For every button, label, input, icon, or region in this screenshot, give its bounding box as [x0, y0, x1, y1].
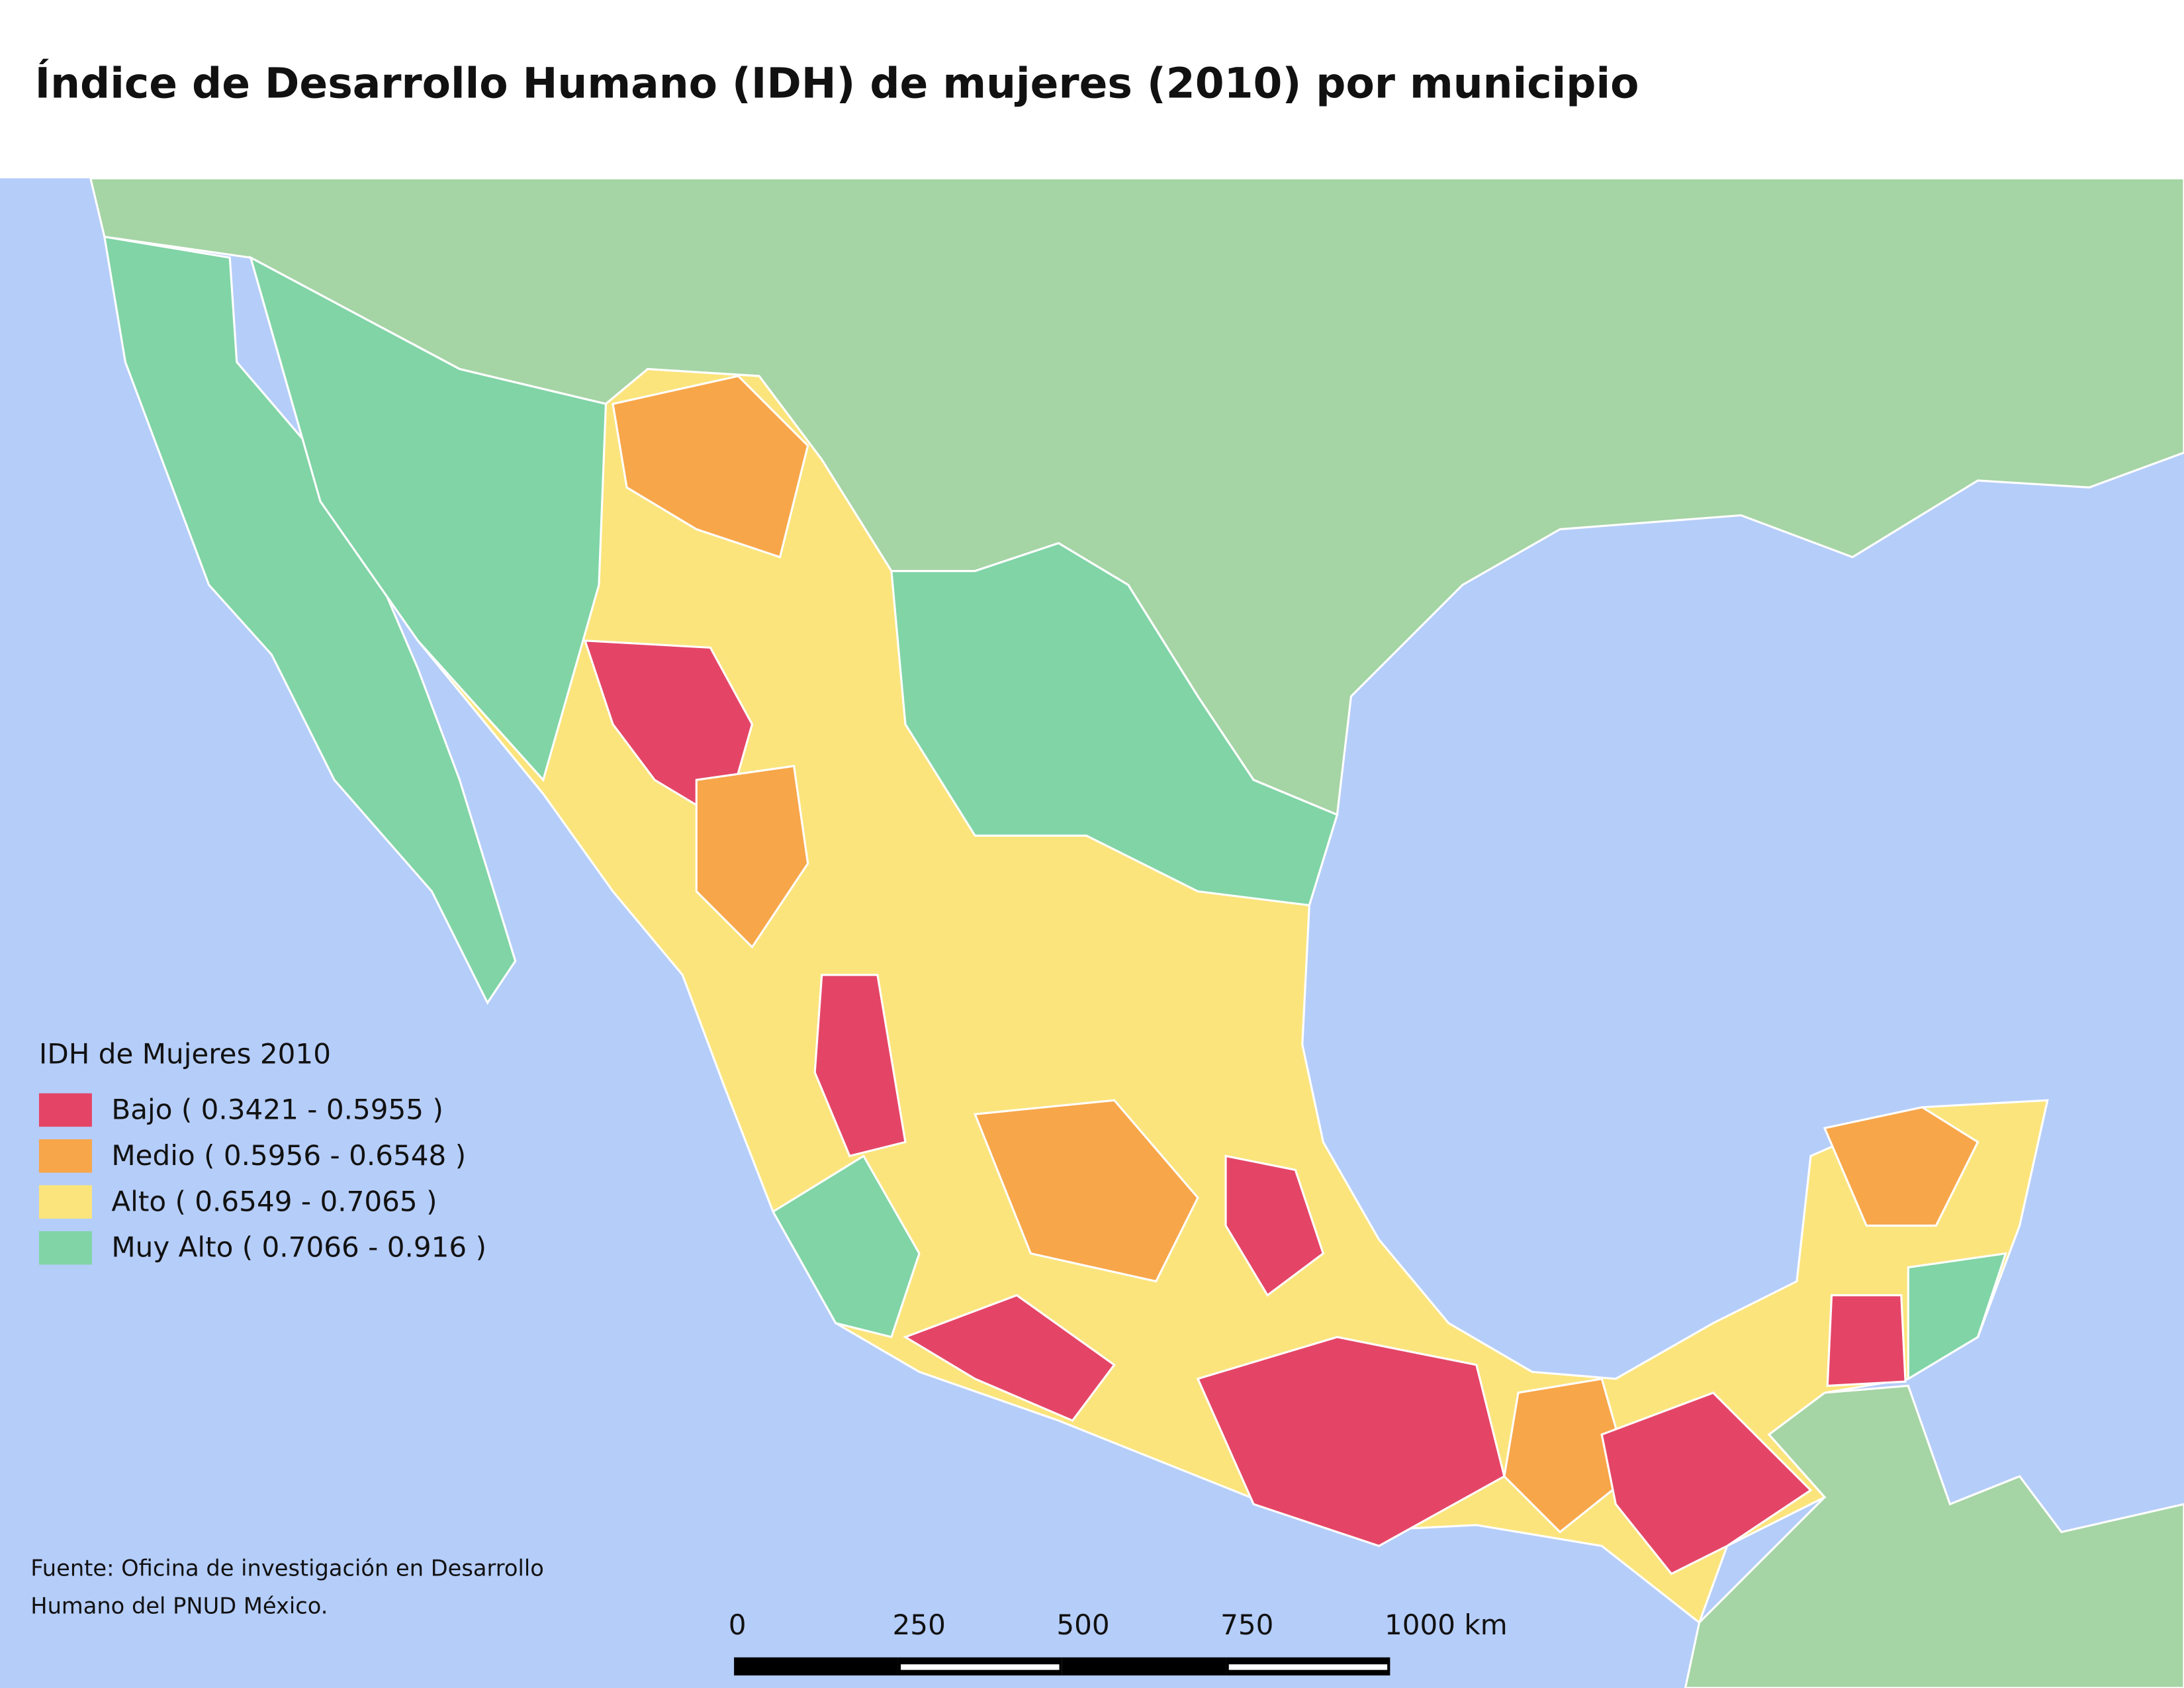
region-isthmus: [1503, 1378, 1631, 1534]
scale-segment: [734, 1657, 898, 1676]
region-chiapas: [1600, 1391, 1813, 1575]
scale-segment-inner: [1228, 1664, 1388, 1670]
region-north: [612, 375, 809, 559]
legend-swatch: [38, 1231, 92, 1265]
legend-label: Medio ( 0.5956 - 0.6548 ): [111, 1139, 466, 1172]
region-west: [771, 1154, 921, 1338]
region-northeast: [890, 541, 1339, 907]
region-campeche: [1826, 1294, 1907, 1387]
region-nayarit: [813, 974, 907, 1158]
region-durango: [695, 765, 809, 949]
scale-label: 1000 km: [1385, 1609, 1508, 1641]
legend-title: IDH de Mujeres 2010: [39, 1037, 331, 1070]
title: Índice de Desarrollo Humano (IDH) de muj…: [35, 59, 1639, 108]
region-northwest: [249, 256, 608, 782]
region-puebla: [1224, 1154, 1325, 1297]
scale-segment-inner: [901, 1664, 1060, 1670]
legend-swatch: [38, 1139, 92, 1173]
scale-label: 750: [1220, 1609, 1273, 1641]
source-line: Humano del PNUD México.: [30, 1593, 328, 1618]
legend-label: Muy Alto ( 0.7066 - 0.916 ): [111, 1231, 486, 1264]
region-central: [973, 1099, 1199, 1283]
region-guerrero: [903, 1293, 1116, 1422]
legend-swatch: [38, 1093, 92, 1127]
region-yucatan: [1823, 1105, 1979, 1227]
legend-label: Alto ( 0.6549 - 0.7065 ): [111, 1185, 437, 1217]
scale-label: 500: [1056, 1609, 1109, 1641]
scale-bar: 0 250 500 750 1000 km: [729, 1609, 1508, 1676]
legend: Bajo ( 0.3421 - 0.5955 ) Medio ( 0.5956 -…: [38, 1093, 486, 1265]
baja-california: [103, 235, 517, 1005]
legend-swatch: [38, 1185, 92, 1219]
region-quintana-roo: [1907, 1252, 2007, 1381]
source-line: Fuente: Oficina de investigación en Desa…: [30, 1556, 544, 1581]
scale-label: 250: [893, 1609, 946, 1641]
scale-segment: [1062, 1657, 1226, 1676]
scale-label: 0: [729, 1609, 747, 1641]
legend-label: Bajo ( 0.3421 - 0.5955 ): [111, 1093, 443, 1125]
